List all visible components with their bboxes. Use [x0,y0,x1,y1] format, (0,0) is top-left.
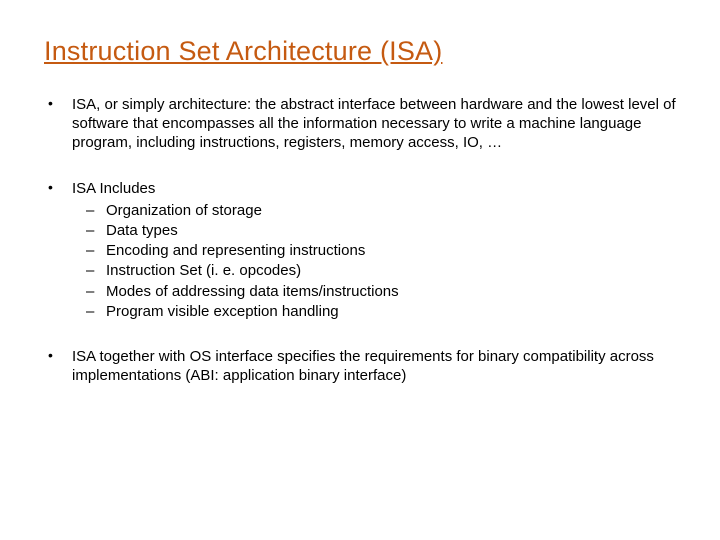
bullet-text: ISA Includes [72,180,155,197]
bullet-text: ISA, or simply architecture: the abstrac… [72,96,676,151]
sub-list: Organization of storage Data types Encod… [72,201,676,321]
bullet-item: ISA, or simply architecture: the abstrac… [44,95,676,153]
bullet-item: ISA Includes Organization of storage Dat… [44,179,676,321]
sub-item: Organization of storage [72,201,676,220]
bullet-text: ISA together with OS interface specifies… [72,348,654,384]
sub-item: Encoding and representing instructions [72,241,676,260]
sub-item: Modes of addressing data items/instructi… [72,282,676,301]
sub-item: Program visible exception handling [72,302,676,321]
slide-title: Instruction Set Architecture (ISA) [44,36,676,67]
sub-item: Instruction Set (i. e. opcodes) [72,261,676,280]
slide: Instruction Set Architecture (ISA) ISA, … [0,0,720,540]
bullet-item: ISA together with OS interface specifies… [44,347,676,385]
bullet-list: ISA, or simply architecture: the abstrac… [44,95,676,385]
sub-item: Data types [72,221,676,240]
